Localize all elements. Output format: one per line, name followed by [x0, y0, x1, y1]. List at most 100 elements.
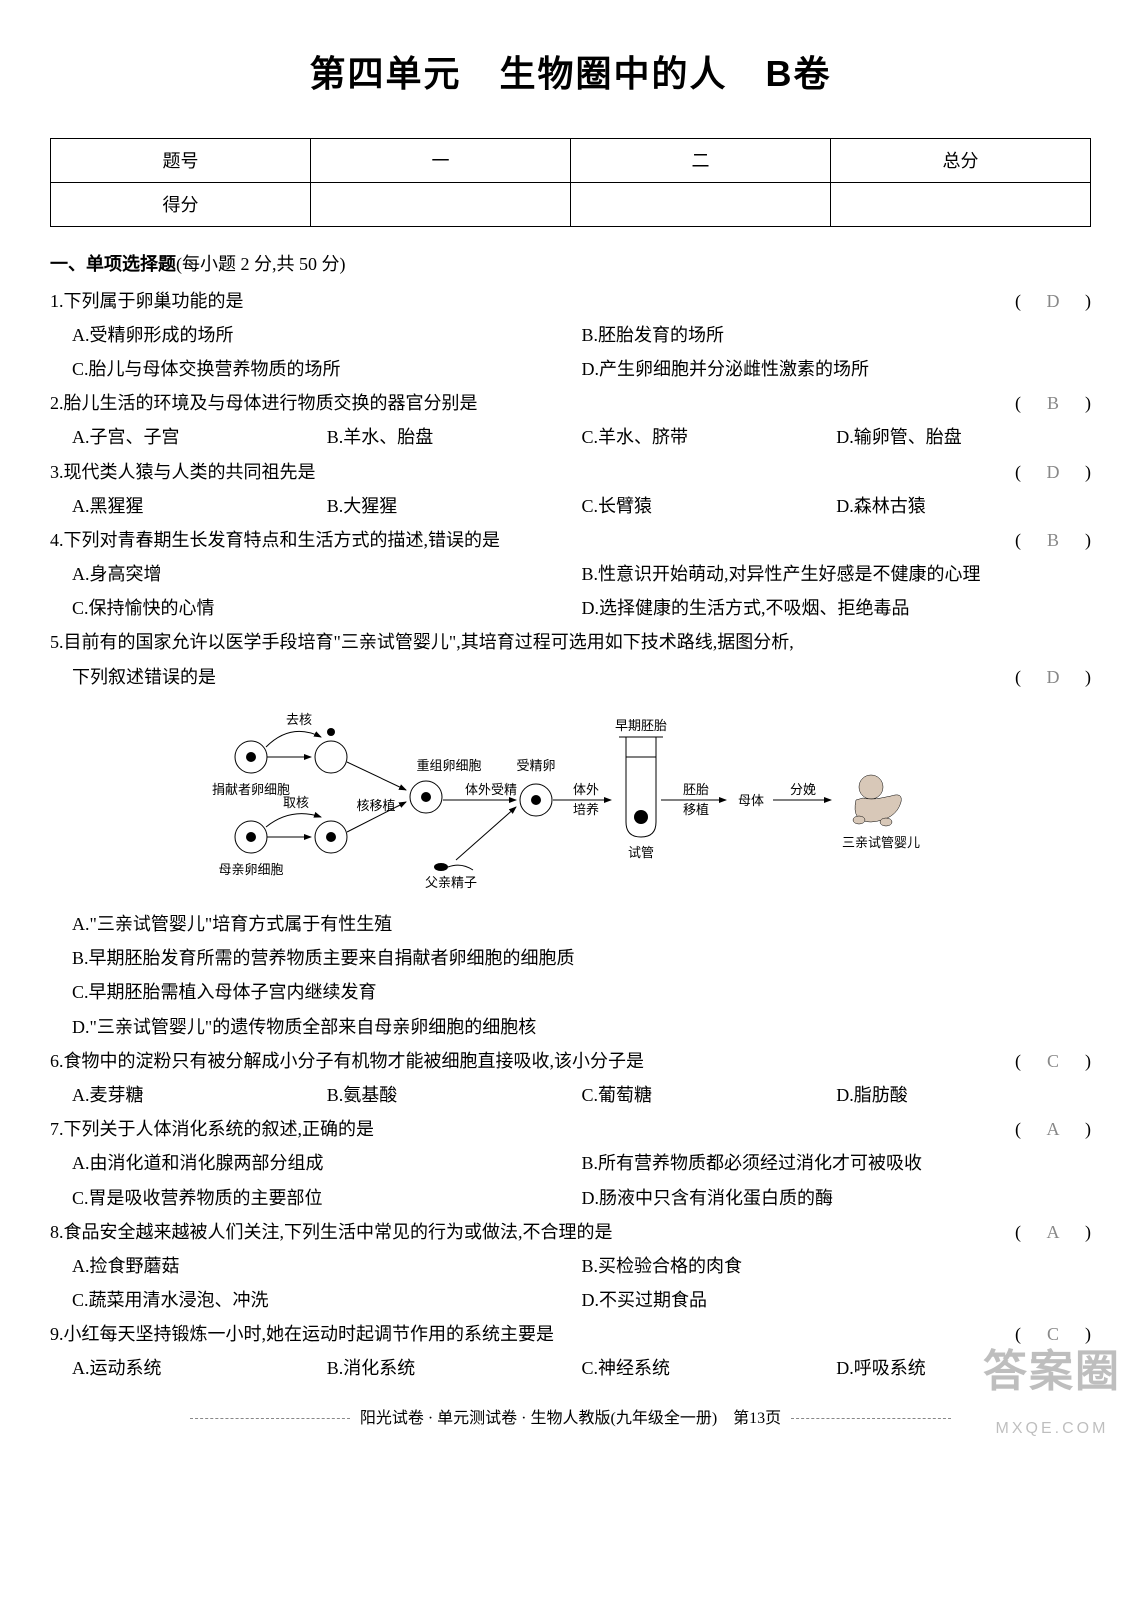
q3-D: D.森林古猿: [836, 489, 1091, 523]
score-th-num: 题号: [51, 139, 311, 183]
q5-diagram: 捐献者卵细胞 去核 母亲卵细胞 取核 核移植 重组卵细胞 父亲精子 体外受精 受…: [50, 702, 1091, 903]
q2-stem: 胎儿生活的环境及与母体进行物质交换的器官分别是: [64, 393, 478, 413]
q9-line: 9.小红每天坚持锻炼一小时,她在运动时起调节作用的系统主要是 ( C ): [50, 1317, 1091, 1351]
q1-line: 1.下列属于卵巢功能的是 ( D ): [50, 284, 1091, 318]
q3-line: 3.现代类人猿与人类的共同祖先是 ( D ): [50, 455, 1091, 489]
q1-D: D.产生卵细胞并分泌雌性激素的场所: [582, 352, 1092, 386]
q7-opts: A.由消化道和消化腺两部分组成 B.所有营养物质都必须经过消化才可被吸收 C.胃…: [50, 1146, 1091, 1214]
q1-num: 1.: [50, 291, 64, 311]
q9-D: D.呼吸系统: [836, 1351, 1091, 1385]
q3-opts: A.黑猩猩 B.大猩猩 C.长臂猿 D.森林古猿: [50, 489, 1091, 523]
q5-opts: A."三亲试管婴儿"培育方式属于有性生殖 B.早期胚胎发育所需的营养物质主要来自…: [50, 907, 1091, 1044]
score-row-label: 得分: [51, 183, 311, 227]
q6-B: B.氨基酸: [327, 1078, 582, 1112]
q4-num: 4.: [50, 530, 64, 550]
q1-B: B.胚胎发育的场所: [582, 318, 1092, 352]
lbl-donor: 捐献者卵细胞: [211, 782, 289, 797]
footer: 阳光试卷 · 单元测试卷 · 生物人教版(九年级全一册) 第13页: [50, 1404, 1091, 1434]
lbl-culture-1: 体外: [572, 782, 598, 797]
score-cell-1: [311, 183, 571, 227]
q1-stem: 下列属于卵巢功能的是: [64, 291, 244, 311]
q7-answer: A: [1039, 1112, 1067, 1146]
q6-stem: 食物中的淀粉只有被分解成小分子有机物才能被细胞直接吸收,该小分子是: [64, 1051, 645, 1071]
q8-line: 8.食品安全越来越被人们关注,下列生活中常见的行为或做法,不合理的是 ( A ): [50, 1215, 1091, 1249]
q4-D: D.选择健康的生活方式,不吸烟、拒绝毒品: [582, 591, 1092, 625]
q3-A: A.黑猩猩: [72, 489, 327, 523]
q6-D: D.脂肪酸: [836, 1078, 1091, 1112]
q2-num: 2.: [50, 393, 64, 413]
q6-num: 6.: [50, 1051, 64, 1071]
section1-bold: 一、单项选择题: [50, 254, 176, 274]
q5-B: B.早期胚胎发育所需的营养物质主要来自捐献者卵细胞的细胞质: [72, 941, 1091, 975]
q8-opts: A.捡食野蘑菇 B.买检验合格的肉食 C.蔬菜用清水浸泡、冲洗 D.不买过期食品: [50, 1249, 1091, 1317]
lbl-nuc-transfer: 核移植: [356, 798, 395, 813]
q4-opts: A.身高突增 B.性意识开始萌动,对异性产生好感是不健康的心理 C.保持愉快的心…: [50, 557, 1091, 625]
q7-B: B.所有营养物质都必须经过消化才可被吸收: [582, 1146, 1092, 1180]
lbl-early-embryo: 早期胚胎: [614, 718, 666, 733]
q3-C: C.长臂猿: [582, 489, 837, 523]
q7-stem: 下列关于人体消化系统的叙述,正确的是: [64, 1119, 375, 1139]
q6-answer: C: [1039, 1044, 1067, 1078]
q9-opts: A.运动系统 B.消化系统 C.神经系统 D.呼吸系统: [50, 1351, 1091, 1385]
q8-C: C.蔬菜用清水浸泡、冲洗: [72, 1283, 582, 1317]
lbl-tube: 试管: [627, 845, 653, 860]
score-cell-2: [571, 183, 831, 227]
q4-answer: B: [1039, 523, 1067, 557]
q8-D: D.不买过期食品: [582, 1283, 1092, 1317]
score-cell-total: [831, 183, 1091, 227]
q7-line: 7.下列关于人体消化系统的叙述,正确的是 ( A ): [50, 1112, 1091, 1146]
q7-A: A.由消化道和消化腺两部分组成: [72, 1146, 582, 1180]
q5-stem1: 目前有的国家允许以医学手段培育"三亲试管婴儿",其培育过程可选用如下技术路线,据…: [64, 632, 794, 652]
q3-num: 3.: [50, 462, 64, 482]
lbl-culture-2: 培养: [572, 802, 598, 817]
q5-stem2: 下列叙述错误的是: [72, 660, 1007, 694]
section1-heading: 一、单项选择题(每小题 2 分,共 50 分): [50, 247, 1091, 281]
q9-A: A.运动系统: [72, 1351, 327, 1385]
q1-C: C.胎儿与母体交换营养物质的场所: [72, 352, 582, 386]
q9-B: B.消化系统: [327, 1351, 582, 1385]
q1-answer: D: [1039, 284, 1067, 318]
q8-stem: 食品安全越来越被人们关注,下列生活中常见的行为或做法,不合理的是: [64, 1222, 613, 1242]
lbl-recomb: 重组卵细胞: [416, 758, 481, 773]
q8-A: A.捡食野蘑菇: [72, 1249, 582, 1283]
q4-C: C.保持愉快的心情: [72, 591, 582, 625]
q9-stem: 小红每天坚持锻炼一小时,她在运动时起调节作用的系统主要是: [64, 1324, 555, 1344]
q2-answer: B: [1039, 386, 1067, 420]
q3-answer: D: [1039, 455, 1067, 489]
lbl-et-2: 移植: [682, 802, 708, 817]
q6-line: 6.食物中的淀粉只有被分解成小分子有机物才能被细胞直接吸收,该小分子是 ( C …: [50, 1044, 1091, 1078]
q2-B: B.羊水、胎盘: [327, 420, 582, 454]
lbl-take-nuc: 取核: [282, 795, 308, 810]
lbl-baby: 三亲试管婴儿: [841, 835, 919, 850]
q5-num: 5.: [50, 632, 64, 652]
q5-D: D."三亲试管婴儿"的遗传物质全部来自母亲卵细胞的细胞核: [72, 1010, 1091, 1044]
q6-A: A.麦芽糖: [72, 1078, 327, 1112]
q2-A: A.子宫、子宫: [72, 420, 327, 454]
q7-C: C.胃是吸收营养物质的主要部位: [72, 1181, 582, 1215]
q5-line1: 5.目前有的国家允许以医学手段培育"三亲试管婴儿",其培育过程可选用如下技术路线…: [50, 625, 1091, 659]
q8-B: B.买检验合格的肉食: [582, 1249, 1092, 1283]
q1-opts: A.受精卵形成的场所 B.胚胎发育的场所 C.胎儿与母体交换营养物质的场所 D.…: [50, 318, 1091, 386]
q7-D: D.肠液中只含有消化蛋白质的酶: [582, 1181, 1092, 1215]
q1-A: A.受精卵形成的场所: [72, 318, 582, 352]
lbl-et-1: 胚胎: [682, 782, 708, 797]
q3-stem: 现代类人猿与人类的共同祖先是: [64, 462, 316, 482]
baby-icon: [853, 775, 901, 826]
q5-line2: 下列叙述错误的是 ( D ): [50, 660, 1091, 694]
page-title: 第四单元 生物圈中的人 B卷: [50, 40, 1091, 108]
q4-line: 4.下列对青春期生长发育特点和生活方式的描述,错误的是 ( B ): [50, 523, 1091, 557]
q6-opts: A.麦芽糖 B.氨基酸 C.葡萄糖 D.脂肪酸: [50, 1078, 1091, 1112]
q7-num: 7.: [50, 1119, 64, 1139]
lbl-mother-egg: 母亲卵细胞: [218, 862, 283, 877]
q4-stem: 下列对青春期生长发育特点和生活方式的描述,错误的是: [64, 530, 501, 550]
q9-answer: C: [1039, 1317, 1067, 1351]
q8-answer: A: [1039, 1215, 1067, 1249]
score-th-2: 二: [571, 139, 831, 183]
lbl-birth: 分娩: [789, 782, 815, 797]
q2-line: 2.胎儿生活的环境及与母体进行物质交换的器官分别是 ( B ): [50, 386, 1091, 420]
q9-num: 9.: [50, 1324, 64, 1344]
lbl-mother-body: 母体: [737, 793, 763, 808]
score-th-1: 一: [311, 139, 571, 183]
q2-opts: A.子宫、子宫 B.羊水、胎盘 C.羊水、脐带 D.输卵管、胎盘: [50, 420, 1091, 454]
lbl-father: 父亲精子: [424, 875, 476, 890]
